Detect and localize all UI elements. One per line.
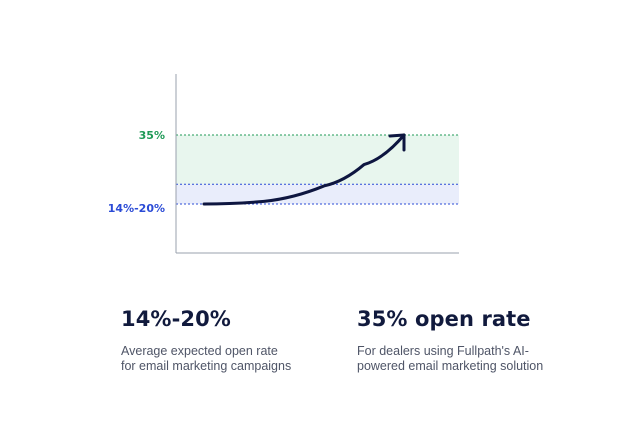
chart-svg: 14%-20% 35% (108, 74, 459, 254)
band-label: 35% (139, 129, 165, 142)
stat-baseline-description-line: for email marketing campaigns (121, 359, 292, 373)
stat-fullpath-description: For dealers using Fullpath's AI- powered… (357, 344, 543, 374)
stat-fullpath-description-line: powered email marketing solution (357, 359, 544, 373)
stat-fullpath-description-line: For dealers using Fullpath's AI- (357, 344, 529, 358)
stat-fullpath: 35% open rate For dealers using Fullpath… (357, 306, 543, 374)
band-fill-1 (176, 135, 459, 185)
band-fill-0 (176, 184, 459, 204)
growth-curve (202, 133, 406, 206)
stat-fullpath-value: 35% open rate (357, 307, 531, 331)
stat-baseline-value: 14%-20% (121, 307, 231, 331)
stat-baseline-description: Average expected open rate for email mar… (121, 344, 291, 374)
arrow-head-icon (388, 133, 406, 152)
stat-baseline: 14%-20% Average expected open rate for e… (121, 306, 291, 374)
band-label: 14%-20% (108, 202, 165, 215)
stat-baseline-description-line: Average expected open rate (121, 344, 278, 358)
chart: 14%-20% 35% (108, 74, 459, 254)
